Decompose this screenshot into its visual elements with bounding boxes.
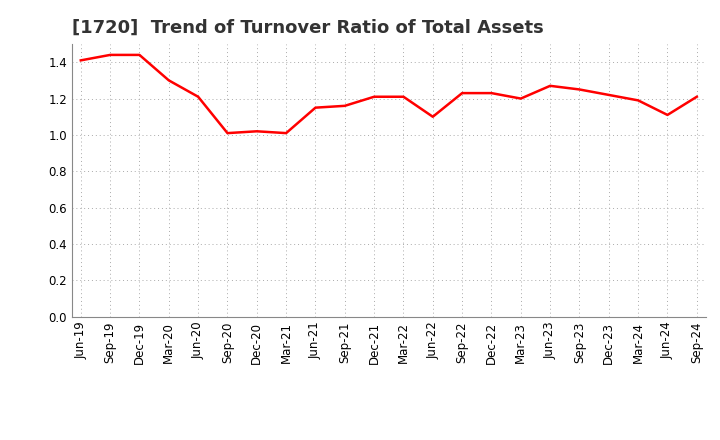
Text: [1720]  Trend of Turnover Ratio of Total Assets: [1720] Trend of Turnover Ratio of Total … bbox=[72, 19, 544, 37]
